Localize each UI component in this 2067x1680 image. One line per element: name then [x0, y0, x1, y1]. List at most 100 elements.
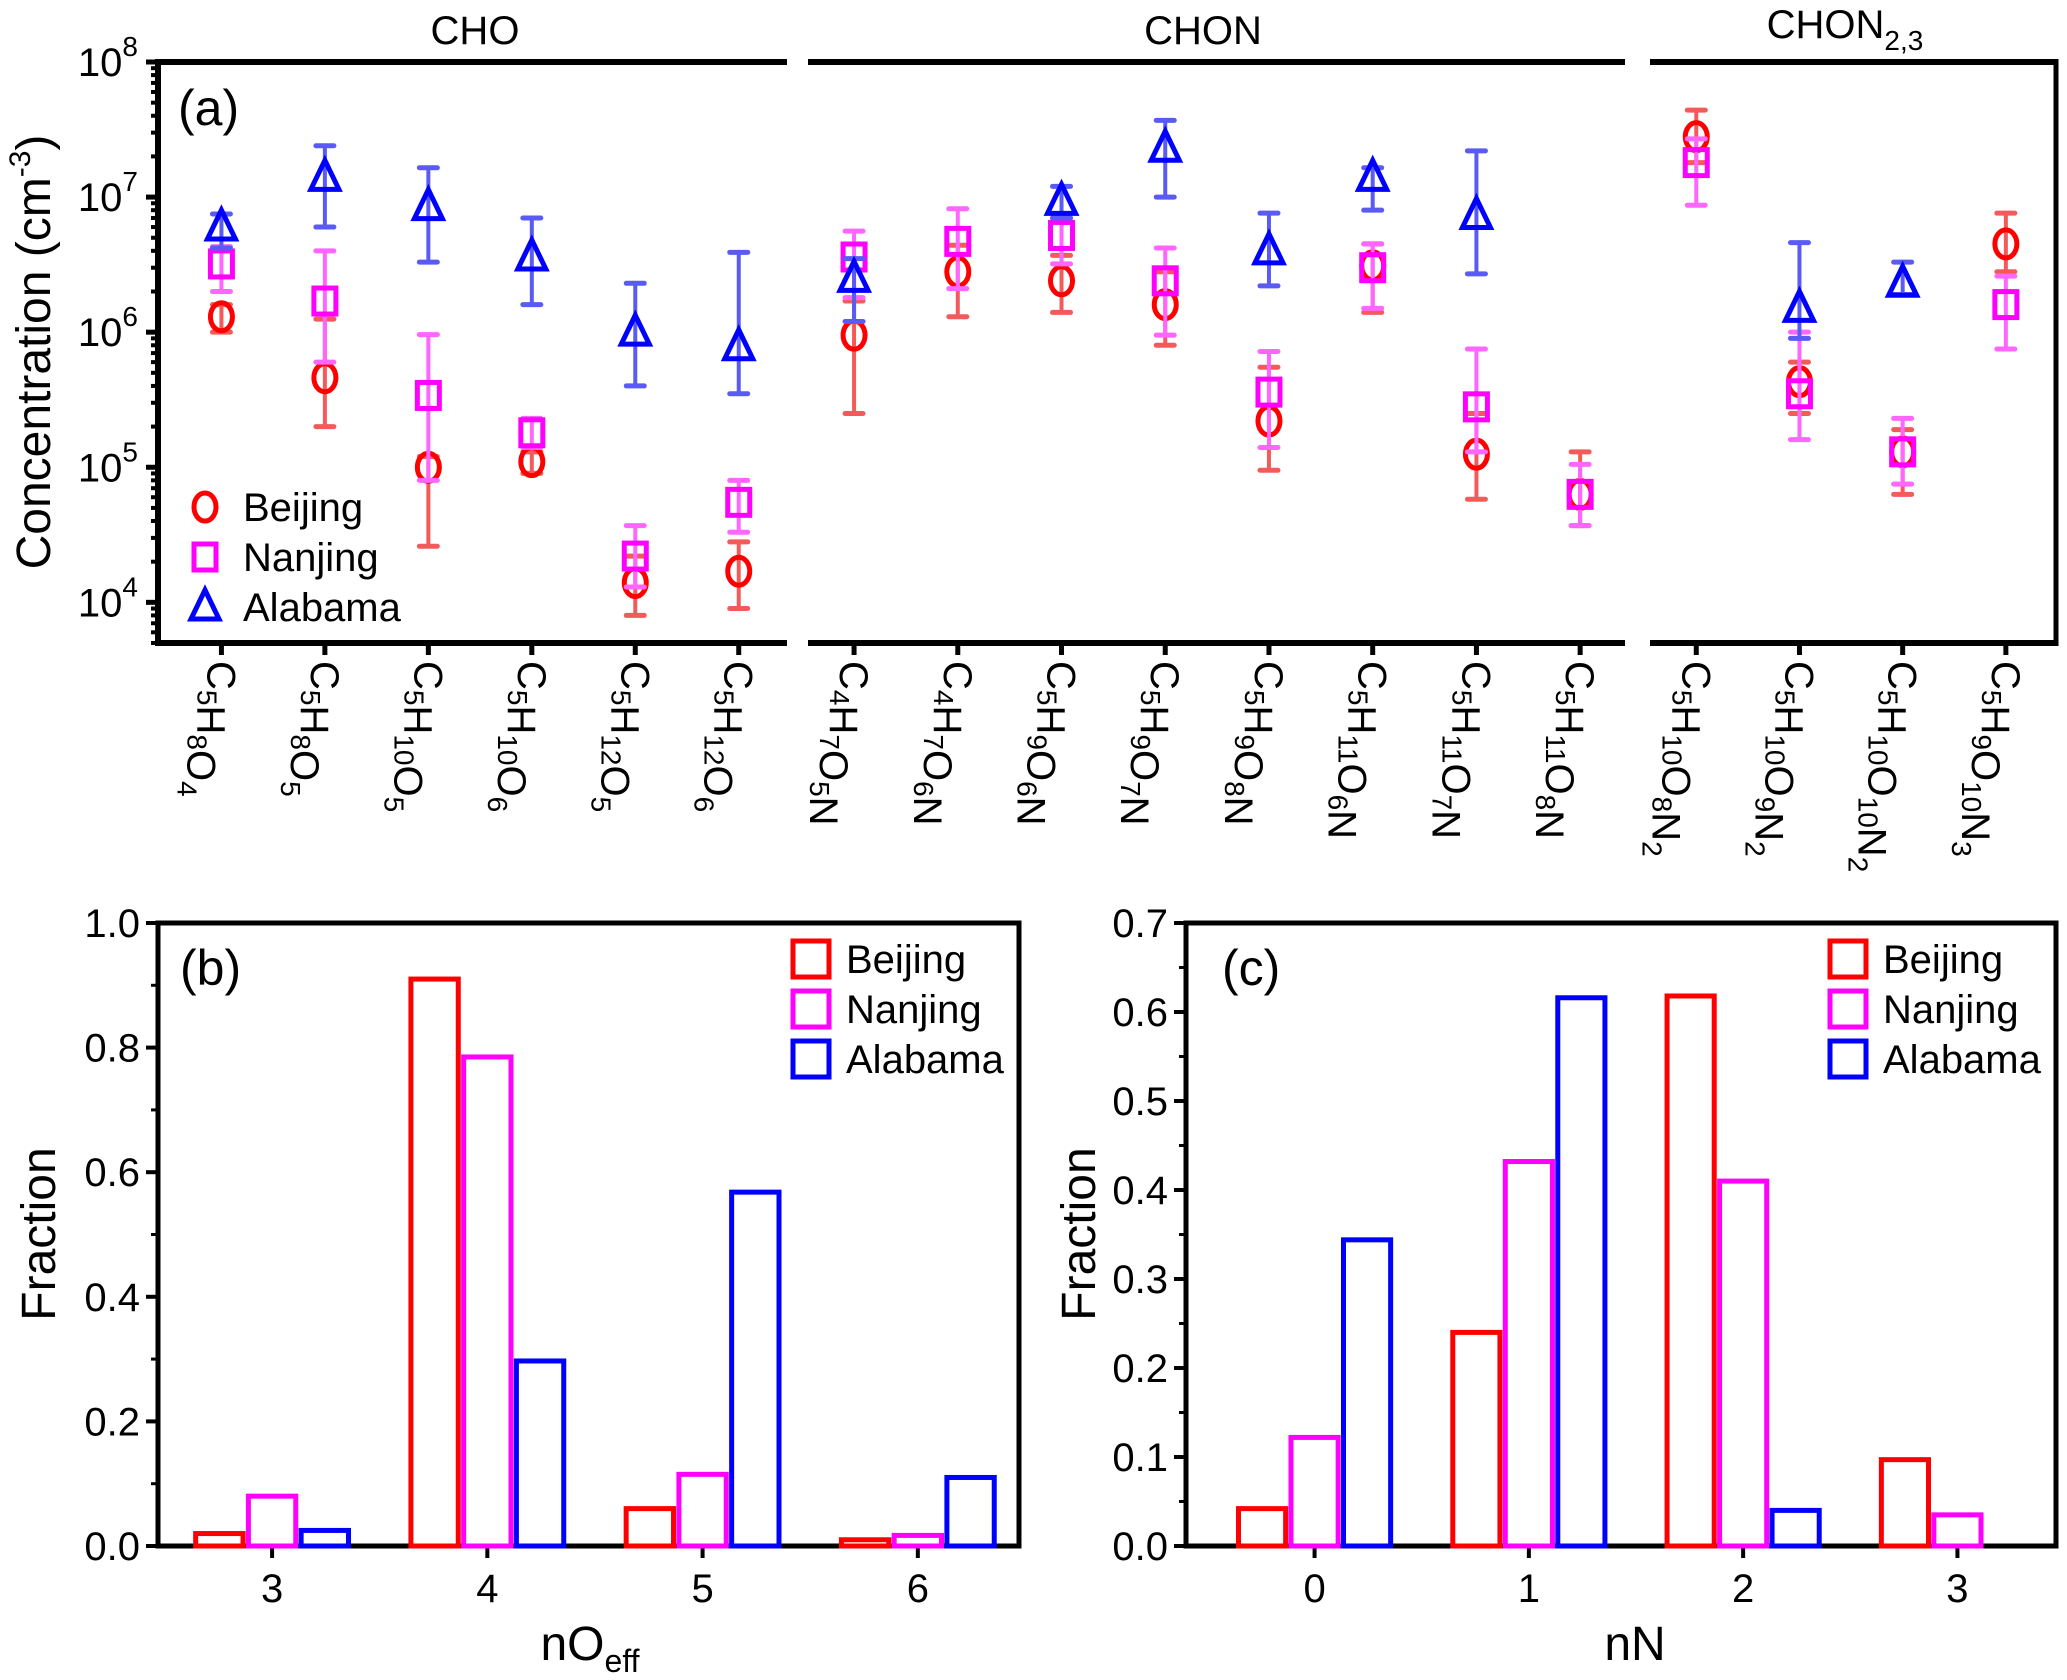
bar-alabama-1 — [1555, 995, 1608, 1549]
subscript: 5 — [1976, 690, 2007, 706]
legend-swatch-nanjing — [1827, 988, 1869, 1030]
y-axis-title-a: Concentration (cm-3) — [4, 135, 61, 570]
series-nanjing — [245, 1054, 945, 1549]
y-tick-label: 0.2 — [1112, 1347, 1168, 1391]
subscript: 5 — [585, 797, 616, 813]
subscript: 9 — [1125, 734, 1156, 750]
data-point-nanjing — [1048, 219, 1076, 251]
y-tick-label: 0.6 — [84, 1151, 140, 1195]
subscript: 8 — [1646, 797, 1677, 813]
legend-label-beijing: Beijing — [846, 938, 966, 982]
bar-nanjing-0 — [1288, 1434, 1341, 1549]
series-beijing — [193, 976, 892, 1549]
element-symbol: C — [1776, 661, 1820, 690]
bar-beijing-4 — [408, 976, 461, 1549]
subscript: 5 — [709, 690, 740, 706]
element-symbol: O — [1122, 750, 1166, 781]
x-tick-label-c5h12o5: C5H12O5 — [585, 661, 656, 812]
data-point-alabama — [836, 255, 873, 293]
bar-nanjing-1 — [1502, 1159, 1555, 1549]
subscript: 5 — [1769, 690, 1800, 706]
y-tick-label: 0.0 — [1112, 1525, 1168, 1569]
element-symbol: O — [1019, 750, 1063, 781]
y-tick-base: 10 — [78, 446, 123, 490]
data-point-nanjing — [944, 225, 972, 257]
x-title-b-sub: eff — [605, 1643, 640, 1679]
bar-beijing-0 — [1236, 1506, 1289, 1549]
subscript: 5 — [398, 690, 429, 706]
legend-swatch-alabama — [790, 1038, 832, 1080]
element-symbol: N — [905, 797, 949, 826]
element-symbol: H — [925, 705, 969, 734]
element-symbol: N — [1320, 810, 1364, 839]
legend-marker-alabama — [187, 584, 223, 622]
data-point-alabama — [1781, 285, 1818, 323]
x-tick-label-c5h11o7n: C5H11O7N — [1423, 661, 1497, 839]
x-tick-label-c5h10o10n2: C5H10O10N2 — [1843, 661, 1924, 872]
subscript: 7 — [1115, 781, 1146, 797]
legend-a: Beijing Nanjing Alabama — [187, 486, 402, 630]
data-point-alabama — [1354, 154, 1391, 192]
element-symbol: C — [1350, 661, 1394, 690]
bar-alabama-6 — [944, 1474, 997, 1549]
y-tick-label: 0.8 — [84, 1027, 140, 1071]
element-symbol: H — [1340, 705, 1384, 734]
element-symbol: O — [1226, 750, 1270, 781]
element-symbol: C — [1983, 661, 2027, 690]
subscript: 8 — [1530, 795, 1561, 811]
x-tick-label: 3 — [1946, 1567, 1968, 1611]
y-tick-label: 0.4 — [84, 1276, 140, 1320]
element-symbol: O — [178, 750, 222, 781]
x-tick-label-c5h10o5: C5H10O5 — [378, 661, 449, 812]
data-point-nanjing — [1462, 391, 1490, 423]
element-symbol: O — [489, 766, 533, 797]
data-point-alabama — [306, 154, 343, 192]
element-symbol: H — [706, 705, 750, 734]
element-symbol: C — [935, 661, 979, 690]
element-symbol: O — [1537, 763, 1581, 794]
element-symbol: H — [1443, 705, 1487, 734]
bar-alabama-5 — [729, 1189, 782, 1549]
panel-label-a: (a) — [178, 80, 239, 136]
y-tick-base: 10 — [78, 581, 123, 625]
bar-beijing-3 — [193, 1531, 246, 1549]
x-tick-label-c5h9o6n: C5H9O6N — [1009, 661, 1083, 826]
bar-nanjing-3 — [245, 1493, 299, 1549]
y-tick-exp: 6 — [122, 301, 138, 332]
subscript: 11 — [1436, 734, 1467, 763]
subscript: 10 — [492, 734, 523, 765]
subscript: 5 — [804, 781, 835, 797]
data-point-nanjing — [207, 248, 235, 280]
element-symbol: C — [1673, 661, 1717, 690]
bar-beijing-2 — [1664, 993, 1717, 1549]
x-tick-label: 1 — [1518, 1567, 1540, 1611]
y-title-a-main: Concentration (cm — [8, 177, 61, 569]
bar-nanjing-5 — [676, 1471, 729, 1549]
subscript: 5 — [1343, 690, 1374, 706]
element-symbol: C — [1142, 661, 1186, 690]
element-symbol: O — [1963, 750, 2007, 781]
legend-swatch-beijing — [1827, 938, 1869, 980]
data-point-alabama — [1043, 178, 1080, 216]
bar-nanjing-2 — [1717, 1178, 1770, 1549]
legend-label-nanjing: Nanjing — [846, 988, 982, 1032]
data-point-nanjing — [725, 486, 753, 518]
data-point-nanjing — [311, 285, 339, 317]
data-point-beijing — [1992, 227, 2020, 261]
y-tick-exp: 8 — [122, 31, 138, 62]
element-symbol: N — [1953, 812, 1997, 841]
x-tick-label-c5h10o8n2: C5H10O8N2 — [1636, 661, 1717, 857]
series-beijing — [1236, 993, 1932, 1549]
data-point-beijing — [207, 300, 235, 334]
series-nanjing — [1288, 1159, 1984, 1549]
subscript: 5 — [378, 797, 409, 813]
subscript: 5 — [275, 781, 306, 797]
data-point-alabama — [1458, 192, 1495, 231]
subscript: 2 — [1636, 841, 1667, 857]
data-point-nanjing — [1255, 376, 1283, 408]
element-symbol: H — [1766, 705, 1810, 734]
bar-beijing-5 — [623, 1506, 677, 1549]
element-symbol: H — [602, 705, 646, 734]
bar-nanjing-3 — [1931, 1512, 1984, 1549]
data-point-alabama — [203, 204, 240, 242]
